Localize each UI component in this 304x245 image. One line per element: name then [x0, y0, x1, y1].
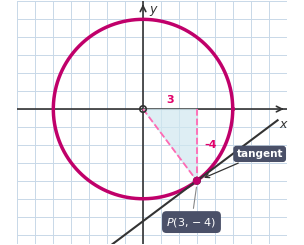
Circle shape	[194, 178, 200, 184]
Text: x: x	[279, 118, 287, 131]
Text: $P(3, -4)$: $P(3, -4)$	[167, 187, 216, 229]
Circle shape	[194, 178, 200, 184]
Text: 3: 3	[166, 95, 174, 105]
Text: y: y	[149, 3, 157, 16]
Text: -4: -4	[204, 140, 216, 150]
Text: tangent: tangent	[205, 149, 283, 178]
Polygon shape	[143, 109, 197, 181]
